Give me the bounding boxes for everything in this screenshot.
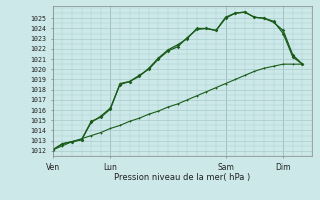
X-axis label: Pression niveau de la mer( hPa ): Pression niveau de la mer( hPa ) (114, 173, 251, 182)
